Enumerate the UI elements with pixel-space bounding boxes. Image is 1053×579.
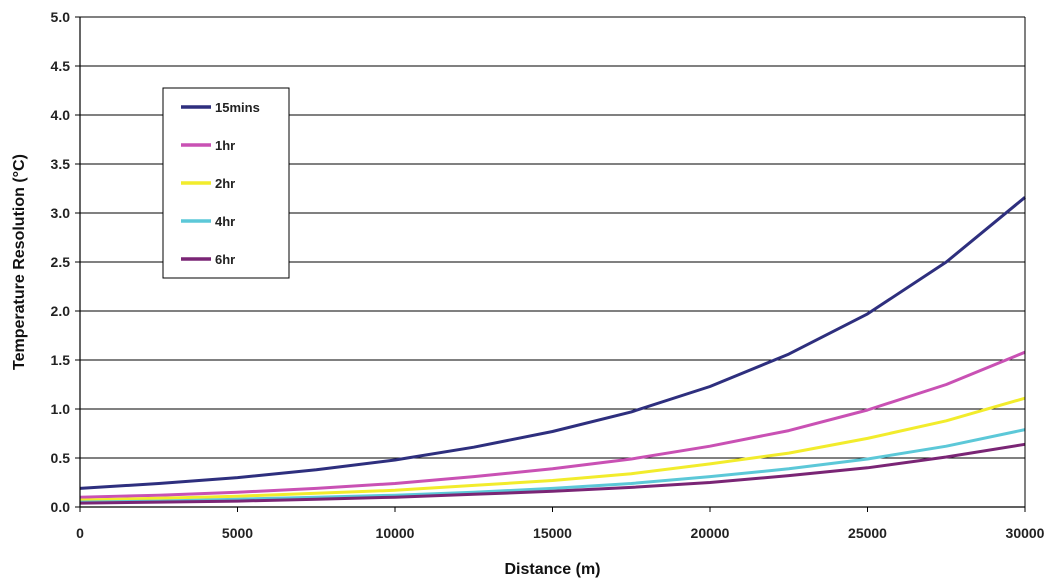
y-tick-label: 4.0 [51,107,71,123]
series-line-4hr [79,428,1026,504]
x-tick-labels: 0 5000 10000 15000 20000 25000 30000 [76,507,1045,541]
legend-label: 4hr [215,214,235,229]
y-tick-label: 2.0 [51,303,71,319]
legend: 15mins 1hr 2hr 4hr 6hr [162,87,290,279]
series-line-15mins [79,196,1026,490]
y-tick-label: 5.0 [51,9,71,25]
series-line-1hr [79,350,1026,499]
y-tick-label: 3.5 [51,156,71,172]
legend-label: 2hr [215,176,235,191]
legend-label: 6hr [215,252,235,267]
y-tick-label: 2.5 [51,254,71,270]
y-axis-title: Temperature Resolution (°C) [11,154,28,370]
y-tick-label: 1.0 [51,401,71,417]
y-tick-label: 3.0 [51,205,71,221]
x-tick-label: 25000 [848,525,887,541]
y-tick-label: 1.5 [51,352,71,368]
x-tick-label: 5000 [222,525,253,541]
series-lines [79,196,1026,505]
legend-label: 15mins [215,100,260,115]
x-tick-label: 15000 [533,525,572,541]
x-tick-label: 10000 [376,525,415,541]
x-tick-label: 20000 [691,525,730,541]
y-tick-label: 0.0 [51,499,71,515]
series-line-2hr [79,396,1026,502]
y-tick-label: 4.5 [51,58,71,74]
y-tick-labels: 0.0 0.5 1.0 1.5 2.0 2.5 3.0 3.5 4.0 4.5 5.0 [51,9,80,515]
y-tick-label: 0.5 [51,450,71,466]
x-tick-label: 0 [76,525,84,541]
x-tick-label: 30000 [1006,525,1045,541]
series-line-6hr [79,442,1026,505]
x-axis-title: Distance (m) [504,561,600,578]
legend-label: 1hr [215,138,235,153]
